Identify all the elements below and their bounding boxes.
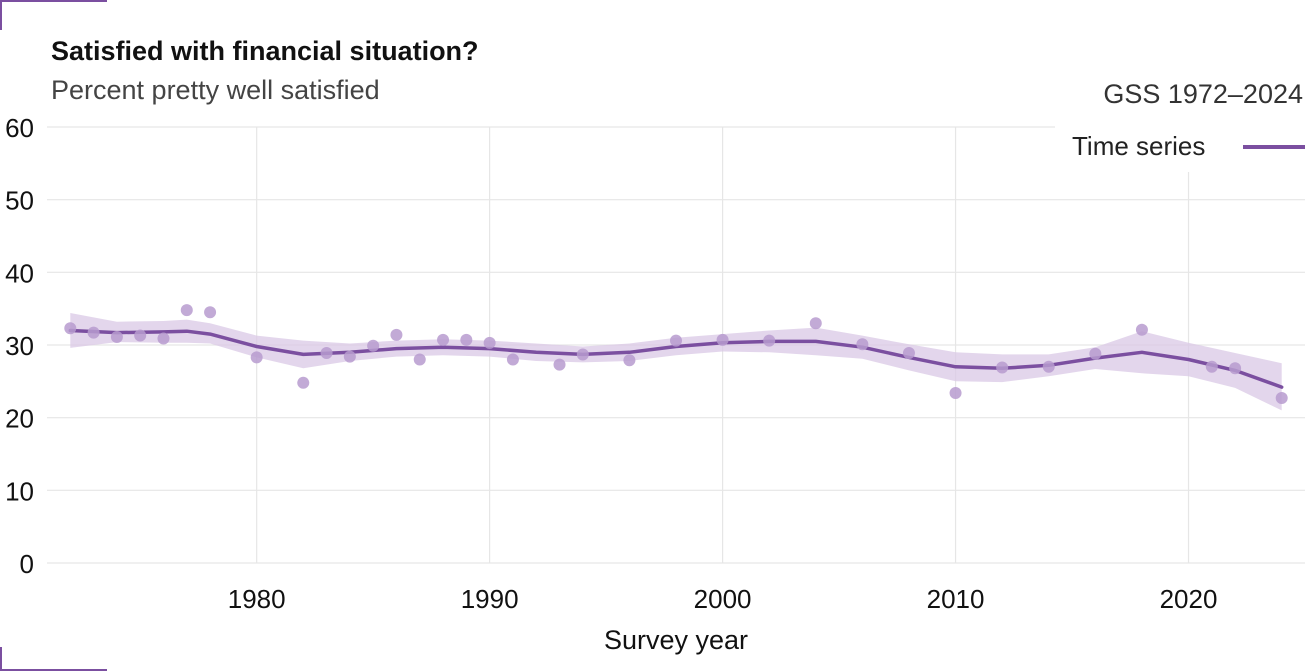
- series-line-time-series: [68, 328, 1284, 389]
- legend-title: GSS 1972–2024: [1103, 79, 1303, 109]
- data-point-1984: [343, 350, 356, 363]
- data-point-1990: [483, 336, 496, 349]
- data-point-1987: [413, 353, 426, 366]
- data-point-1996: [623, 354, 636, 367]
- data-point-2004: [809, 317, 822, 330]
- data-point-1980: [250, 351, 263, 364]
- x-tick-label-1: 1990: [461, 584, 519, 614]
- confidence-band-0: [70, 313, 1282, 411]
- corner-mark-top: [0, 0, 107, 30]
- data-point-1975: [134, 329, 147, 342]
- data-point-1988: [437, 333, 450, 346]
- data-point-2008: [902, 346, 915, 359]
- legend-swatch-time-series: [1243, 145, 1305, 149]
- x-tick-label-2: 2000: [694, 584, 752, 614]
- data-point-1983: [320, 346, 333, 359]
- data-point-2014: [1042, 360, 1055, 373]
- data-point-1973: [87, 326, 100, 339]
- chart-subtitle: Percent pretty well satisfied: [51, 75, 380, 105]
- y-tick-label-6: 60: [5, 113, 34, 143]
- x-tick-label-4: 2020: [1160, 584, 1218, 614]
- data-point-1986: [390, 328, 403, 341]
- data-point-1977: [180, 304, 193, 317]
- data-point-2002: [763, 334, 776, 347]
- data-point-2012: [996, 361, 1009, 374]
- y-tick-label-3: 30: [5, 331, 34, 361]
- data-point-1994: [576, 348, 589, 361]
- data-point-2000: [716, 333, 729, 346]
- data-point-2021: [1205, 360, 1218, 373]
- y-tick-label-0: 0: [20, 549, 34, 579]
- data-point-1991: [506, 353, 519, 366]
- y-tick-label-2: 20: [5, 404, 34, 434]
- data-point-2018: [1135, 323, 1148, 336]
- data-point-2024: [1275, 392, 1288, 405]
- data-point-2016: [1089, 347, 1102, 360]
- x-tick-label-3: 2010: [927, 584, 985, 614]
- data-point-1974: [110, 331, 123, 344]
- data-point-2022: [1229, 362, 1242, 375]
- data-point-1993: [553, 358, 566, 371]
- legend-label-time-series: Time series: [1072, 131, 1206, 161]
- data-point-1972: [64, 322, 77, 335]
- data-point-2010: [949, 386, 962, 399]
- data-point-1998: [670, 334, 682, 347]
- x-axis-label: Survey year: [604, 625, 748, 655]
- y-tick-label-4: 40: [5, 258, 34, 288]
- x-tick-label-0: 1980: [228, 584, 286, 614]
- data-point-1976: [157, 332, 170, 345]
- data-point-1982: [297, 376, 310, 389]
- data-point-2006: [856, 338, 869, 351]
- data-point-1978: [204, 306, 217, 319]
- data-point-1989: [460, 333, 473, 346]
- corner-mark-bottom: [0, 647, 107, 671]
- chart-title: Satisfied with financial situation?: [51, 36, 479, 66]
- data-point-1985: [367, 339, 380, 352]
- y-tick-label-5: 50: [5, 186, 34, 216]
- y-tick-label-1: 10: [5, 476, 34, 506]
